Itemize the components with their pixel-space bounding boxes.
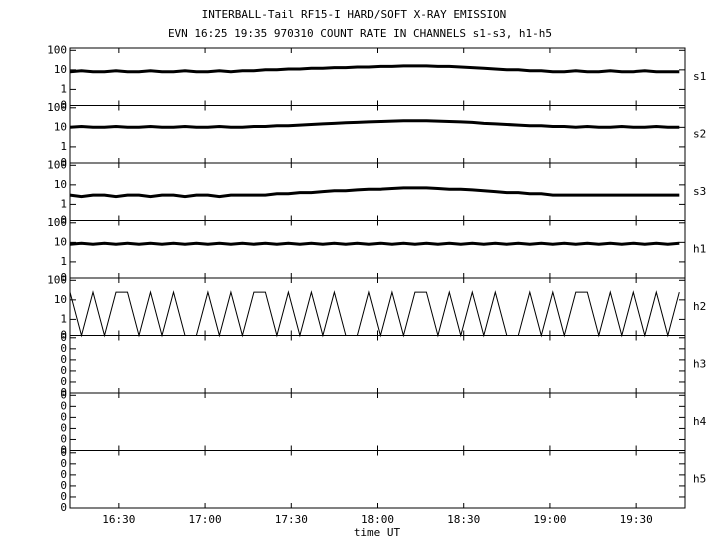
y-tick-label: 0 <box>60 468 67 481</box>
y-tick-label: 100 <box>47 101 67 114</box>
legend-label: h2 <box>693 300 706 313</box>
y-tick-label: 1 <box>60 312 67 325</box>
legend-label: h4 <box>693 415 707 428</box>
y-tick-label: 10 <box>54 63 67 76</box>
y-tick-label: 100 <box>47 158 67 171</box>
y-tick-label: 0 <box>60 156 67 169</box>
y-tick-label: 0 <box>60 479 67 492</box>
y-tick-label: 0 <box>60 432 67 445</box>
y-tick-label: 0 <box>60 364 67 377</box>
x-tick-label: 19:00 <box>533 513 566 526</box>
data-line <box>69 290 680 338</box>
y-tick-label: 100 <box>47 216 67 229</box>
y-tick-label: 0 <box>60 421 67 434</box>
x-tick-label: 18:00 <box>361 513 394 526</box>
y-tick-label: 0 <box>60 444 67 457</box>
legend-label: s1 <box>693 70 706 83</box>
y-tick-label: 100 <box>47 273 67 286</box>
y-tick-label: 0 <box>60 99 67 112</box>
x-tick-label: 17:00 <box>189 513 222 526</box>
y-tick-label: 0 <box>60 214 67 227</box>
x-tick-label: 16:30 <box>102 513 135 526</box>
x-tick-label: 18:30 <box>447 513 480 526</box>
y-tick-label: 0 <box>60 446 67 459</box>
y-tick-label: 0 <box>60 386 67 399</box>
data-line <box>69 119 680 129</box>
x-tick-label: 19:30 <box>620 513 653 526</box>
data-line <box>69 64 680 74</box>
y-tick-label: 10 <box>54 120 67 133</box>
x-tick-label: 17:30 <box>275 513 308 526</box>
chart-subtitle: EVN 16:25 19:35 970310 COUNT RATE IN CHA… <box>168 27 552 40</box>
y-tick-label: 10 <box>54 235 67 248</box>
y-tick-label: 0 <box>60 331 67 344</box>
y-tick-label: 0 <box>60 399 67 412</box>
y-tick-label: 1 <box>60 82 67 95</box>
legend-label: h5 <box>693 472 706 485</box>
y-tick-label: 0 <box>60 410 67 423</box>
y-tick-label: 0 <box>60 353 67 366</box>
y-tick-label: 0 <box>60 329 67 342</box>
legend-label: h1 <box>693 242 706 255</box>
legend-label: s2 <box>693 127 706 140</box>
data-line <box>69 241 680 246</box>
chart-title: INTERBALL-Tail RF15-I HARD/SOFT X-RAY EM… <box>202 8 507 21</box>
y-tick-label: 10 <box>54 293 67 306</box>
y-tick-label: 10 <box>54 178 67 191</box>
y-tick-label: 0 <box>60 490 67 503</box>
y-tick-label: 1 <box>60 255 67 268</box>
y-tick-label: 0 <box>60 457 67 470</box>
y-tick-label: 0 <box>60 375 67 388</box>
y-tick-label: 0 <box>60 271 67 284</box>
legend-label: s3 <box>693 185 706 198</box>
x-axis-label: time UT <box>354 526 401 539</box>
y-tick-label: 0 <box>60 342 67 355</box>
y-tick-label: 100 <box>47 43 67 56</box>
y-tick-label: 1 <box>60 197 67 210</box>
y-tick-label: 1 <box>60 140 67 153</box>
legend-label: h3 <box>693 357 706 370</box>
y-tick-label: 0 <box>60 388 67 401</box>
y-tick-label: 0 <box>60 501 67 514</box>
data-line <box>69 186 680 199</box>
